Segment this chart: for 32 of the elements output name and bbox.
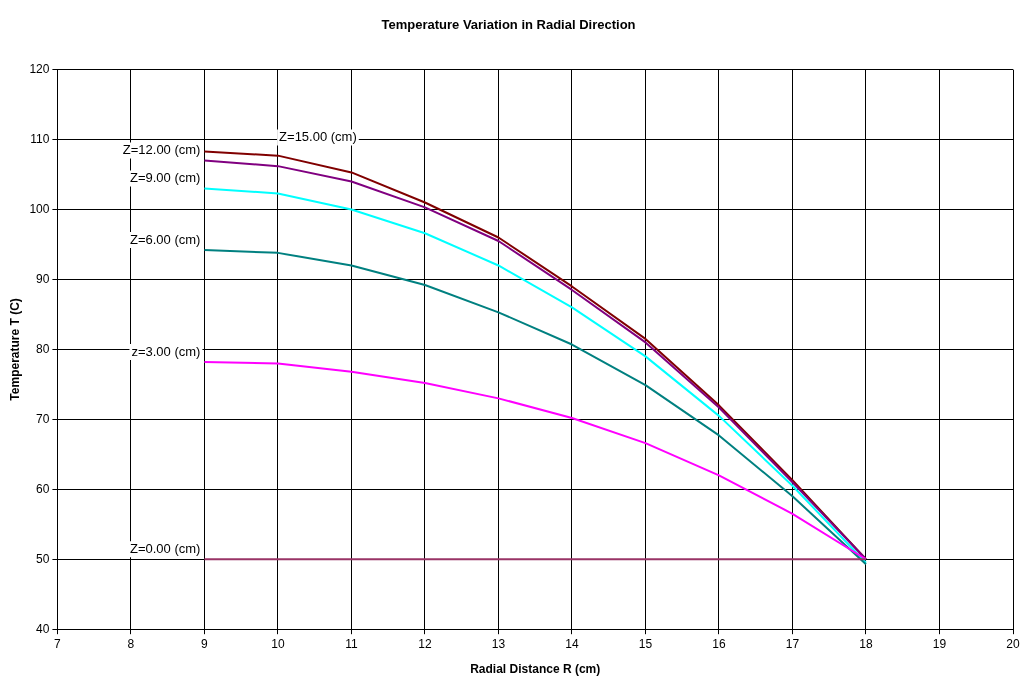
y-tick-label: 80 [36,341,50,356]
chart-title: Temperature Variation in Radial Direction [381,17,636,33]
y-axis-title: Temperature T (C) [7,298,22,401]
x-tick-label: 12 [418,636,432,651]
x-tick-label: 19 [932,636,947,651]
series-label: Z=9.00 (cm) [130,170,201,186]
x-tick-label: 14 [565,636,579,651]
x-tick-label: 9 [201,636,209,651]
y-tick-label: 60 [36,481,50,496]
y-tick-label: 100 [29,201,50,216]
x-tick-label: 16 [712,636,726,651]
y-tick-label: 90 [36,271,50,286]
series-label: Z=15.00 (cm) [279,129,357,145]
x-tick-label: 8 [127,636,135,651]
x-tick-label: 20 [1006,636,1020,651]
y-tick-label: 50 [36,551,50,566]
x-tick-label: 7 [54,636,62,651]
x-tick-label: 15 [638,636,653,651]
series-label: Z=6.00 (cm) [130,231,201,247]
x-tick-label: 17 [785,636,800,651]
series-label: Z=0.00 (cm) [130,540,201,556]
y-tick-label: 110 [30,131,50,146]
y-tick-label: 70 [36,411,50,426]
y-tick-label: 120 [29,61,50,76]
y-tick-label: 40 [36,621,50,636]
x-tick-label: 18 [859,636,873,651]
x-axis-title: Radial Distance R (cm) [470,662,601,677]
x-tick-label: 10 [271,636,285,651]
x-tick-label: 11 [345,636,358,651]
x-tick-label: 13 [491,636,506,651]
series-label: z=3.00 (cm) [131,343,201,359]
series-label: Z=12.00 (cm) [122,142,201,158]
